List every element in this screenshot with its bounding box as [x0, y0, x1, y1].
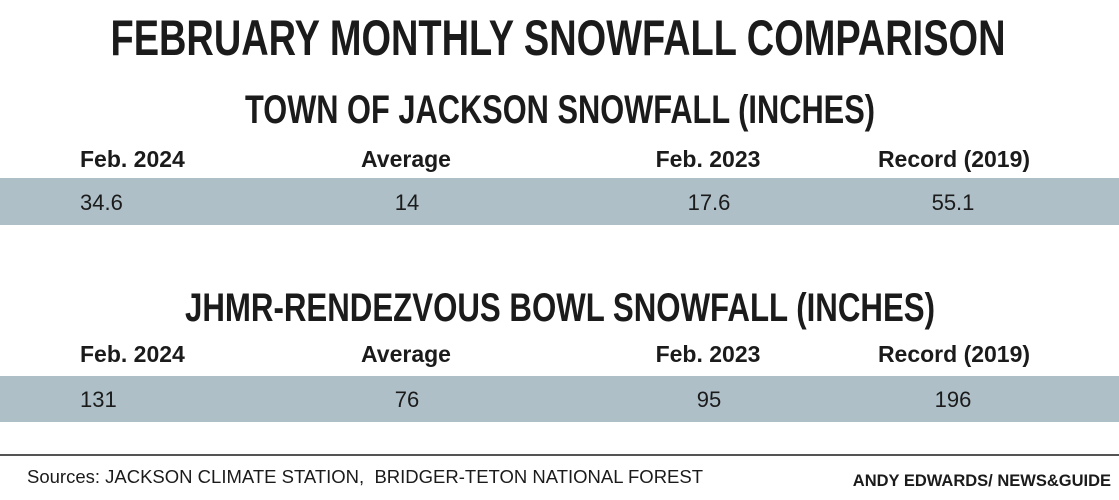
data-row-band — [0, 376, 1119, 422]
column-header-average: Average — [361, 341, 451, 367]
value-feb-2024: 34.6 — [80, 190, 123, 215]
column-header-feb-2024: Feb. 2024 — [80, 341, 185, 367]
column-header-record-2019: Record (2019) — [878, 341, 1030, 367]
table-header-row: Feb. 2024 Average Feb. 2023 Record (2019… — [80, 146, 1030, 172]
value-average: 14 — [395, 190, 419, 215]
table-town-of-jackson: TOWN OF JACKSON SNOWFALL (INCHES) Feb. 2… — [0, 88, 1119, 225]
data-row-band — [0, 178, 1119, 225]
table-row: 131 76 95 196 — [80, 387, 971, 412]
column-header-record-2019: Record (2019) — [878, 146, 1030, 172]
sources-text: Sources: JACKSON CLIMATE STATION, BRIDGE… — [27, 466, 703, 487]
column-header-feb-2024: Feb. 2024 — [80, 146, 185, 172]
value-average: 76 — [395, 387, 419, 412]
table-jhmr-rendezvous-bowl: JHMR-RENDEZVOUS BOWL SNOWFALL (INCHES) F… — [0, 286, 1119, 422]
column-header-feb-2023: Feb. 2023 — [656, 341, 761, 367]
table-row: 34.6 14 17.6 55.1 — [80, 190, 974, 215]
table-header-row: Feb. 2024 Average Feb. 2023 Record (2019… — [80, 341, 1030, 367]
column-header-feb-2023: Feb. 2023 — [656, 146, 761, 172]
value-feb-2024: 131 — [80, 387, 117, 412]
column-header-average: Average — [361, 146, 451, 172]
value-record-2019: 55.1 — [932, 190, 975, 215]
table-heading: TOWN OF JACKSON SNOWFALL (INCHES) — [245, 88, 875, 132]
value-feb-2023: 95 — [697, 387, 721, 412]
value-record-2019: 196 — [935, 387, 972, 412]
table-heading: JHMR-RENDEZVOUS BOWL SNOWFALL (INCHES) — [185, 286, 935, 330]
page-title: FEBRUARY MONTHLY SNOWFALL COMPARISON — [111, 10, 1006, 66]
value-feb-2023: 17.6 — [688, 190, 731, 215]
credit-text: ANDY EDWARDS/ NEWS&GUIDE — [853, 472, 1111, 490]
